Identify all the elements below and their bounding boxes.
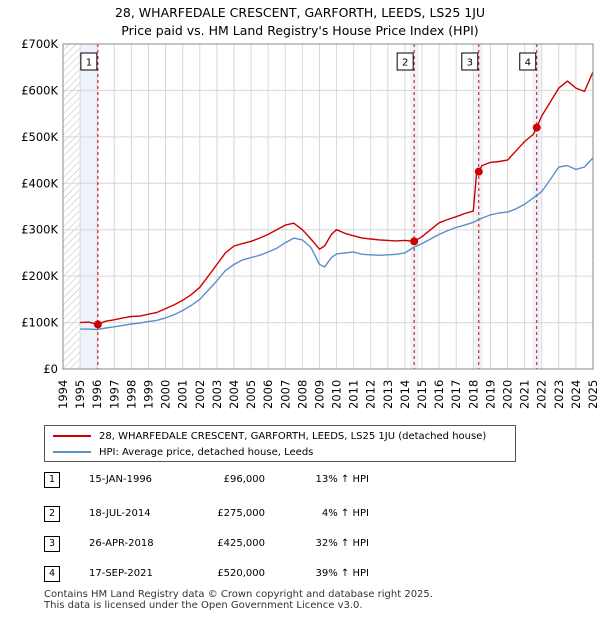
x-tick-label: 2016 [432, 380, 446, 409]
x-tick-label: 2022 [535, 380, 549, 409]
x-tick-label: 2020 [501, 380, 515, 409]
x-tick-label: 1996 [90, 380, 104, 409]
x-tick-label: 2009 [312, 380, 326, 409]
table-row: 3 26-APR-2018 £425,000 32% ↑ HPI [44, 536, 444, 554]
row-date: 15-JAN-1996 [89, 474, 153, 485]
x-tick-label: 2015 [415, 380, 429, 409]
plot-border [62, 43, 594, 370]
y-tick-label: £300K [21, 223, 58, 237]
legend-item-property: 28, WHARFEDALE CRESCENT, GARFORTH, LEEDS… [53, 428, 486, 444]
transaction-label-box [396, 52, 414, 71]
x-tick-label: 2002 [193, 380, 207, 409]
x-tick-label: 2024 [569, 380, 583, 409]
x-tick-label: 2013 [381, 380, 395, 409]
x-tick-label: 2019 [483, 380, 497, 409]
x-tick-label: 2025 [586, 380, 600, 409]
legend-label-hpi: HPI: Average price, detached house, Leed… [99, 446, 314, 458]
y-tick-label: £500K [21, 130, 58, 144]
x-tick-label: 2004 [227, 380, 241, 409]
row-date: 18-JUL-2014 [89, 508, 151, 519]
row-number-badge: 3 [44, 536, 60, 552]
row-date: 17-SEP-2021 [89, 568, 153, 579]
row-hpi-change: 4% ↑ HPI [321, 508, 369, 519]
x-tick-label: 2003 [210, 380, 224, 409]
x-tick-label: 1994 [56, 380, 70, 409]
y-tick-label: £400K [21, 176, 58, 190]
x-tick-label: 1999 [141, 380, 155, 409]
x-tick-label: 2017 [449, 380, 463, 409]
price-chart: £0 £100K £200K £300K £400K £500K £600K £700K 199… [21, 37, 600, 409]
y-tick-label: £100K [21, 316, 58, 330]
x-tick-label: 1995 [73, 380, 87, 409]
y-tick-label: £700K [21, 37, 58, 51]
legend-label-property: 28, WHARFEDALE CRESCENT, GARFORTH, LEEDS… [99, 430, 487, 442]
y-tick-label: £200K [21, 269, 58, 283]
x-tick-label: 2023 [552, 380, 566, 409]
x-tick-label: 2014 [398, 380, 412, 409]
row-hpi-change: 13% ↑ HPI [315, 474, 369, 485]
row-price: £425,000 [217, 538, 265, 549]
x-tick-label: 2011 [347, 380, 361, 409]
row-price: £275,000 [217, 508, 265, 519]
transaction-point [93, 320, 102, 329]
row-hpi-change: 39% ↑ HPI [315, 568, 369, 579]
hatched-region-left [63, 44, 81, 369]
transaction-point [532, 123, 541, 132]
x-tick-label: 2000 [159, 380, 173, 409]
transaction-label-box [461, 52, 479, 71]
table-row: 1 15-JAN-1996 £96,000 13% ↑ HPI [44, 472, 444, 490]
legend-swatch-property [53, 435, 91, 437]
row-date: 26-APR-2018 [89, 538, 154, 549]
x-tick-label: 2006 [261, 380, 275, 409]
legend-item-hpi: HPI: Average price, detached house, Leed… [53, 444, 313, 460]
transaction-point [474, 167, 483, 176]
x-tick-label: 2010 [330, 380, 344, 409]
x-tick-label: 1997 [107, 380, 121, 409]
row-number-badge: 4 [44, 566, 60, 582]
x-tick-label: 2012 [364, 380, 378, 409]
x-tick-label: 2021 [518, 380, 532, 409]
chart-legend: 28, WHARFEDALE CRESCENT, GARFORTH, LEEDS… [44, 425, 516, 462]
transaction-label: 2 [402, 58, 408, 69]
property-price-line [80, 71, 594, 326]
transaction-label-box [80, 52, 98, 71]
title-address: 28, WHARFEDALE CRESCENT, GARFORTH, LEEDS… [114, 5, 486, 20]
transaction-label: 4 [525, 58, 531, 69]
row-number-badge: 2 [44, 506, 60, 522]
legend-swatch-hpi [53, 451, 91, 453]
table-row: 4 17-SEP-2021 £520,000 39% ↑ HPI [44, 566, 444, 584]
row-price: £96,000 [223, 474, 265, 485]
footer-copyright: Contains HM Land Registry data © Crown c… [44, 589, 433, 600]
hpi-line [80, 157, 594, 331]
x-tick-label: 2018 [466, 380, 480, 409]
transaction-point [410, 237, 419, 246]
footer-licence: This data is licensed under the Open Gov… [44, 600, 363, 611]
row-hpi-change: 32% ↑ HPI [315, 538, 369, 549]
table-row: 2 18-JUL-2014 £275,000 4% ↑ HPI [44, 506, 444, 524]
transaction-label: 1 [86, 58, 92, 69]
x-tick-label: 1998 [124, 380, 138, 409]
x-tick-label: 2001 [176, 380, 190, 409]
transaction-label-box [519, 52, 537, 71]
row-number-badge: 1 [44, 472, 60, 488]
y-tick-label: £600K [21, 83, 58, 97]
x-tick-label: 2008 [295, 380, 309, 409]
attribution-footer: Contains HM Land Registry data © Crown c… [44, 589, 433, 611]
transaction-label: 3 [467, 58, 473, 69]
row-price: £520,000 [217, 568, 265, 579]
chart-title: 28, WHARFEDALE CRESCENT, GARFORTH, LEEDS… [0, 4, 600, 40]
shaded-band [80, 44, 98, 369]
x-tick-label: 2007 [278, 380, 292, 409]
x-tick-label: 2005 [244, 380, 258, 409]
y-tick-label: £0 [43, 362, 58, 376]
plot-area [63, 44, 593, 369]
title-subtitle: Price paid vs. HM Land Registry's House … [121, 23, 479, 38]
